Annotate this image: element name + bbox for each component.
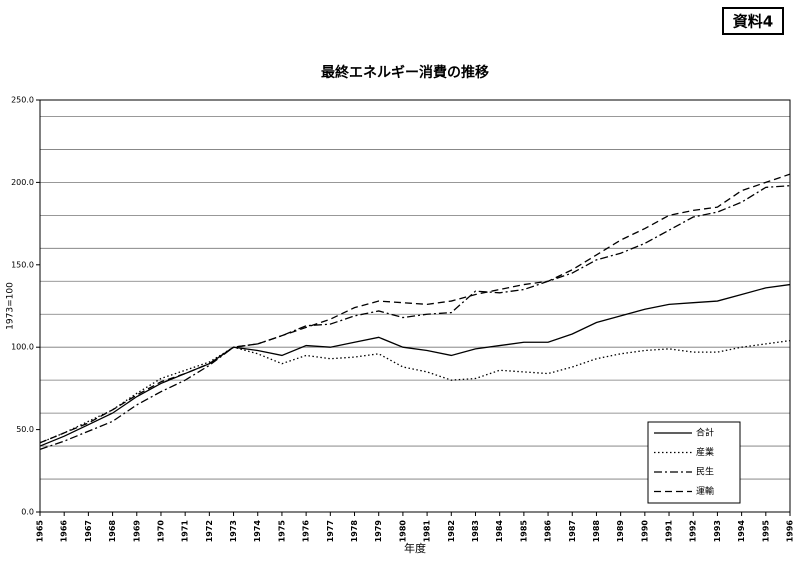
legend-label: 運輸 — [696, 485, 714, 497]
x-tick-label: 1989 — [616, 520, 625, 543]
x-tick-label: 1990 — [640, 520, 649, 543]
badge-box — [722, 7, 784, 35]
y-tick-label: 100.0 — [11, 343, 34, 352]
y-axis-label: 1973=100 — [6, 282, 16, 330]
x-tick-label: 1984 — [495, 520, 504, 543]
x-tick-label: 1981 — [423, 520, 432, 543]
x-tick-label: 1996 — [786, 520, 795, 543]
x-tick-label: 1973 — [229, 520, 238, 542]
y-tick-label: 150.0 — [11, 260, 34, 269]
x-tick-label: 1969 — [132, 520, 141, 543]
x-tick-label: 1987 — [568, 520, 577, 542]
x-tick-label: 1994 — [737, 520, 746, 543]
chart-title: 最終エネルギー消費の推移 — [321, 64, 489, 81]
x-tick-label: 1966 — [60, 520, 69, 543]
x-tick-label: 1993 — [713, 520, 722, 542]
x-tick-label: 1982 — [447, 520, 456, 542]
x-tick-label: 1971 — [181, 520, 190, 543]
x-tick-label: 1970 — [156, 520, 165, 543]
series-line — [39, 283, 791, 447]
x-tick-label: 1977 — [326, 520, 335, 542]
x-tick-label: 1967 — [84, 520, 93, 542]
x-axis-label: 年度 — [404, 541, 426, 555]
legend-box — [647, 421, 741, 504]
legend-label: 産業 — [696, 446, 714, 458]
x-tick-label: 1974 — [253, 520, 262, 543]
x-tick-label: 1965 — [36, 520, 45, 543]
x-tick-label: 1972 — [205, 520, 214, 542]
x-tick-label: 1978 — [350, 520, 359, 543]
series-line — [39, 173, 791, 444]
x-tick-label: 1985 — [519, 520, 528, 543]
plot-frame — [39, 99, 791, 513]
y-tick-label: 50.0 — [16, 425, 34, 434]
y-tick-label: 250.0 — [11, 96, 34, 105]
series-line — [39, 185, 791, 450]
badge: 資料4 — [733, 13, 773, 31]
x-tick-label: 1995 — [761, 520, 770, 543]
x-tick-label: 1983 — [471, 520, 480, 542]
x-tick-label: 1968 — [108, 520, 117, 543]
x-tick-label: 1976 — [302, 520, 311, 543]
y-tick-label: 0.0 — [21, 508, 34, 517]
x-tick-label: 1988 — [592, 520, 601, 543]
x-tick-label: 1991 — [665, 520, 674, 543]
y-tick-label: 200.0 — [11, 178, 34, 187]
x-tick-label: 1979 — [374, 520, 383, 543]
x-tick-label: 1992 — [689, 520, 698, 542]
x-tick-label: 1975 — [277, 520, 286, 543]
x-tick-label: 1986 — [544, 520, 553, 543]
legend-label: 民生 — [696, 466, 714, 478]
legend-label: 合計 — [696, 427, 714, 439]
x-tick-label: 1980 — [398, 520, 407, 543]
